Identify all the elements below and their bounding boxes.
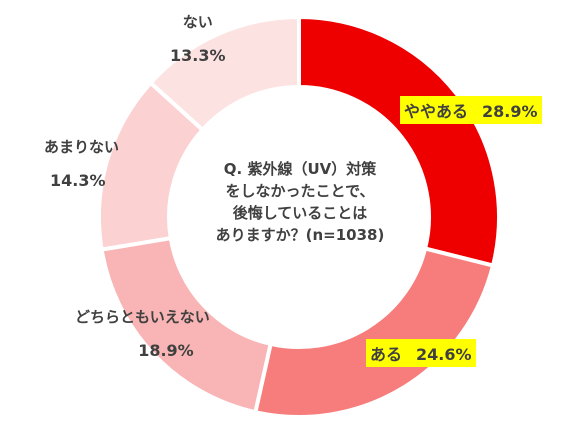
question-line-2: をしなかったことで、 [225, 182, 375, 200]
category-amarinai: あまりない [44, 138, 120, 156]
category-yayaaru: ややある [404, 102, 469, 121]
question-line-4: ありますか？(n=1038) [215, 226, 385, 244]
slice-nai [147, 14, 301, 133]
slice-aru [252, 246, 496, 419]
label-amarinai: あまりない 14.3% [44, 136, 119, 190]
slice-yayaaru [297, 14, 501, 268]
category-nai: ない [182, 13, 213, 31]
category-aru: ある [370, 345, 403, 364]
question-line-1: Q. 紫外線（UV）対策 [223, 160, 377, 178]
value-aru: 24.6% [416, 345, 472, 364]
value-nai: 13.3% [170, 46, 226, 65]
center-question: Q. 紫外線（UV）対策 をしなかったことで、 後悔していることは ありますか？… [170, 158, 430, 246]
label-dochiratomo: どちらともいえない 18.9% [75, 306, 210, 360]
label-yayaaru: ややある 28.9% [400, 96, 542, 124]
value-dochiratomo: 18.9% [138, 341, 194, 360]
value-amarinai: 14.3% [50, 171, 106, 190]
label-aru: ある 24.6% [366, 339, 476, 367]
label-nai: ない 13.3% [170, 11, 226, 65]
category-dochiratomo: どちらともいえない [75, 308, 210, 326]
question-line-3: 後悔していることは [232, 204, 368, 222]
value-yayaaru: 28.9% [482, 102, 538, 121]
